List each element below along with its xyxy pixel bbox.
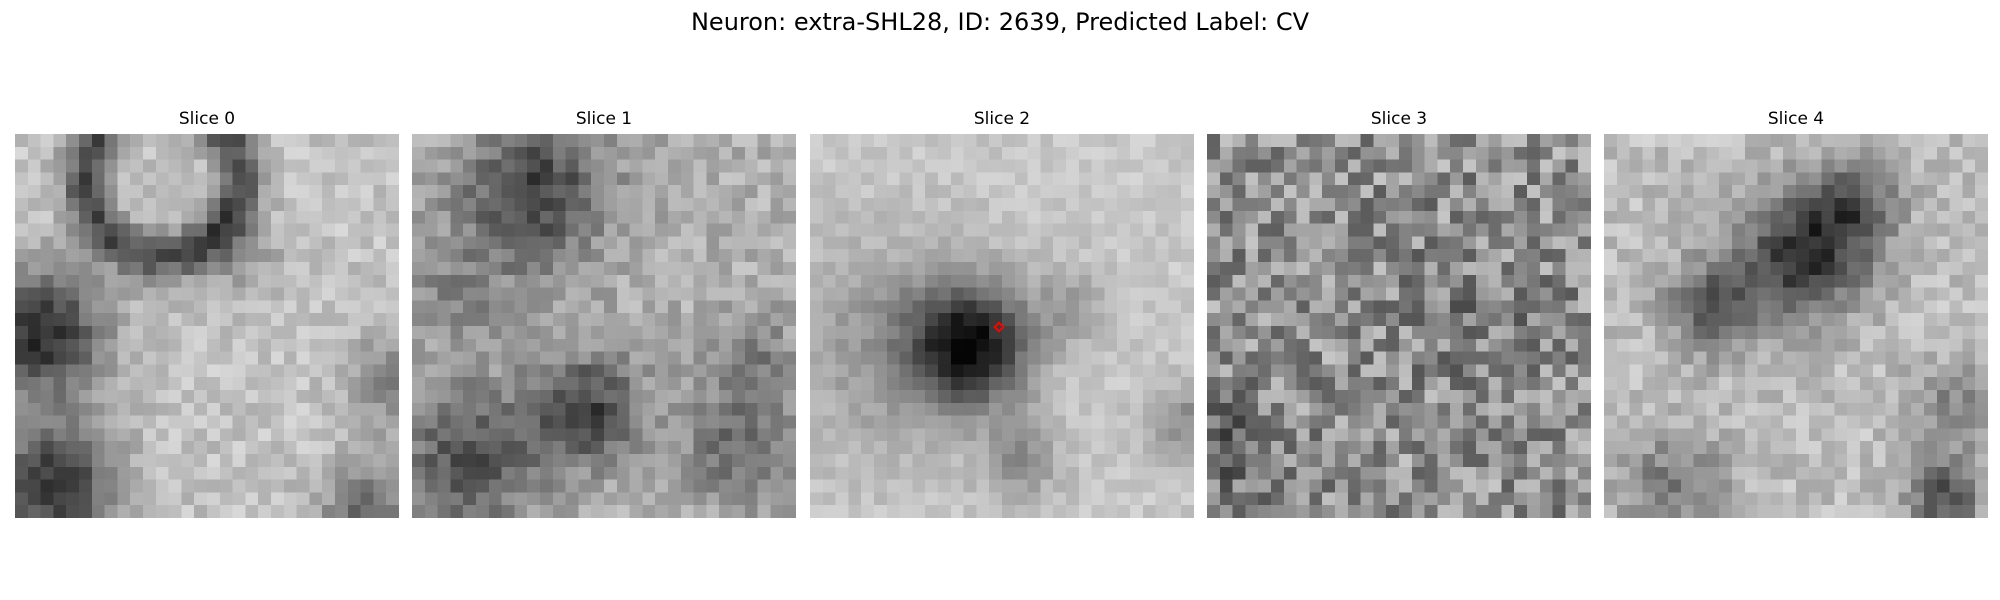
slice-image-4 <box>1604 134 1988 518</box>
slice-title-1: Slice 1 <box>575 109 633 129</box>
slice-title-3: Slice 3 <box>1370 109 1428 129</box>
slice-panel-0: Slice 0 <box>15 108 399 518</box>
slice-image-1 <box>412 134 796 518</box>
slice-image-0 <box>15 134 399 518</box>
slice-panel-2: Slice 2 <box>810 108 1194 518</box>
slice-panel-3: Slice 3 <box>1207 108 1591 518</box>
slice-panel-1: Slice 1 <box>412 108 796 518</box>
slice-title-0: Slice 0 <box>178 109 236 129</box>
slice-image-2 <box>810 134 1194 518</box>
slice-panel-4: Slice 4 <box>1604 108 1988 518</box>
figure-title: Neuron: extra-SHL28, ID: 2639, Predicted… <box>690 8 1310 36</box>
slice-image-3 <box>1207 134 1591 518</box>
slice-title-2: Slice 2 <box>973 109 1031 129</box>
slice-title-4: Slice 4 <box>1767 109 1825 129</box>
